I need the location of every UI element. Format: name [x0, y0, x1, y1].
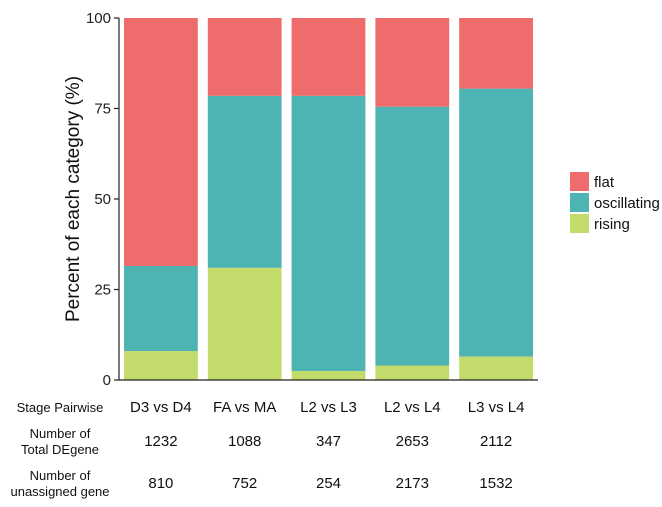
table-cell: 1088 [228, 433, 262, 450]
y-tick-label: 25 [94, 282, 111, 299]
legend-key-flat [570, 172, 589, 191]
bar-segment-oscillating-4 [375, 106, 450, 366]
y-tick-label: 100 [86, 10, 111, 27]
table-row-title: Number of Total DEgene [20, 426, 100, 457]
category-label: FA vs MA [213, 399, 277, 416]
table-cell: 1232 [144, 433, 178, 450]
table-cell: 347 [315, 433, 342, 450]
stacked-bar-chart: 0 25 50 75 100 Percent of each category (%) f… [63, 10, 660, 389]
table-cell: 254 [315, 475, 342, 492]
category-label: L2 vs L3 [300, 399, 357, 416]
legend-label-oscillating: oscillating [594, 195, 660, 212]
bar-segment-rising-5 [459, 356, 533, 380]
table-cell: 2173 [395, 475, 429, 492]
bar-segment-flat-5 [459, 18, 533, 89]
bar-segment-flat-4 [375, 18, 450, 107]
y-tick-label: 75 [94, 101, 111, 118]
table-cell: 2653 [395, 433, 429, 450]
table-row-title: Number of unassigned gene [10, 468, 110, 499]
y-axis: 0 25 50 75 100 Percent of each category (%) [63, 10, 538, 389]
legend-label-flat: flat [594, 174, 615, 191]
bar-segment-flat-1 [124, 18, 198, 266]
category-label: L2 vs L4 [383, 399, 441, 416]
table-cell: 810 [148, 475, 174, 492]
y-axis-title: Percent of each category (%) [63, 76, 84, 322]
y-tick-label: 0 [103, 372, 111, 389]
bar-segment-rising-2 [207, 267, 282, 380]
category-label: D3 vs D4 [130, 399, 192, 416]
legend: flat oscillating rising [570, 172, 660, 233]
bar-segment-oscillating-2 [207, 95, 282, 268]
legend-key-oscillating [570, 193, 589, 212]
table-cell: 1532 [479, 475, 513, 492]
y-tick-label: 50 [94, 191, 111, 208]
bar-segment-flat-2 [207, 18, 282, 96]
category-label: L3 vs L4 [467, 399, 525, 416]
bar-segment-oscillating-1 [124, 265, 198, 352]
table-cell: 752 [232, 475, 258, 492]
bar-segment-rising-1 [124, 351, 198, 380]
bar-segment-rising-4 [375, 365, 450, 380]
table-cell: 2112 [479, 433, 513, 450]
bar-segment-rising-3 [291, 370, 366, 380]
bars-layer [124, 18, 533, 380]
legend-key-rising [570, 214, 589, 233]
bar-segment-oscillating-5 [459, 88, 533, 357]
bar-segment-oscillating-3 [291, 95, 366, 371]
table-row-title: Stage Pairwise [16, 400, 104, 415]
legend-label-rising: rising [594, 216, 630, 233]
bar-segment-flat-3 [291, 18, 366, 96]
